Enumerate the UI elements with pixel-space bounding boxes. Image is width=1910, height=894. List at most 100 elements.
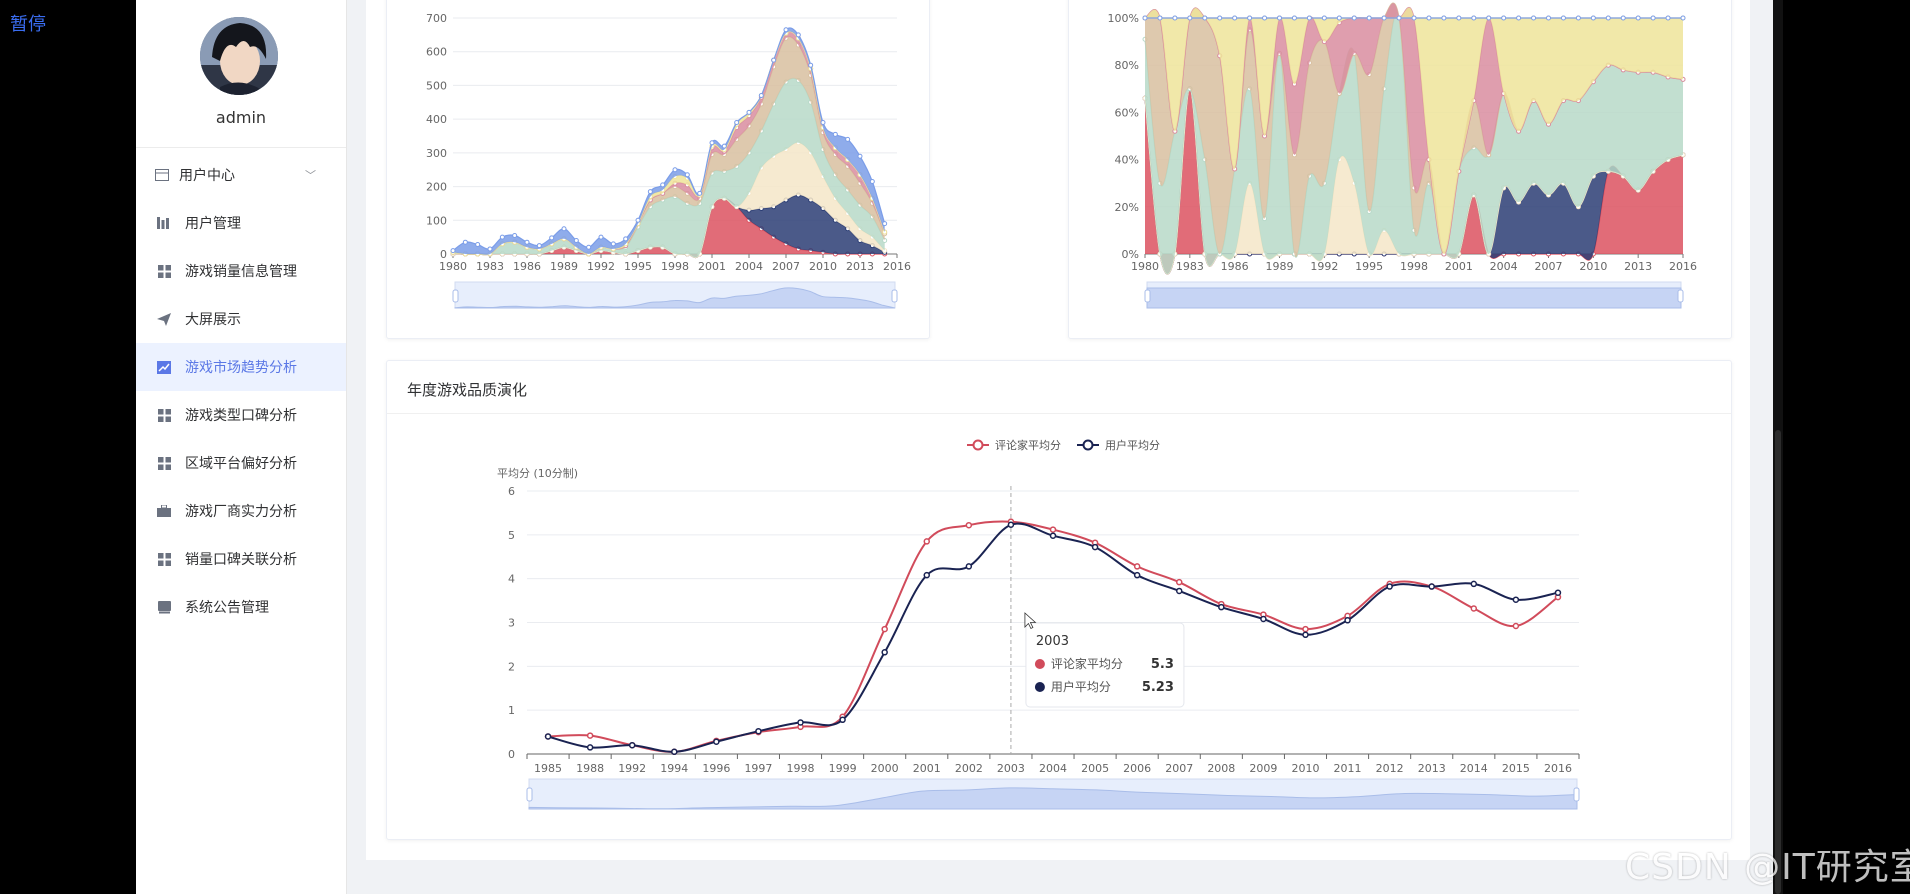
username: admin — [215, 108, 267, 127]
zoom-handle-right[interactable] — [1677, 289, 1684, 303]
area-point — [561, 226, 567, 232]
share-percent-area-chart: 0% 20% 40% 60% 80% 100% 1980 1983 1986 1989 1992 19… — [1108, 2, 1697, 309]
app-window: admin 用户中心 ﹀ 用户管理游戏销量信息管理大屏展示游戏市场趋势分析游戏类… — [136, 0, 1773, 894]
series-point — [628, 741, 636, 749]
left-black-strip: 暂停 — [0, 0, 136, 894]
card-title: 年度游戏品质演化 — [407, 381, 528, 399]
sidebar-item[interactable]: 大屏展示 — [136, 295, 346, 343]
x-tick-label: 1980 — [439, 260, 467, 273]
y-tick-label: 300 — [426, 147, 447, 160]
area-point — [1531, 15, 1537, 21]
series-point — [1302, 631, 1309, 639]
scrollbar-thumb[interactable] — [1775, 430, 1781, 894]
x-tick-label: 2012 — [1376, 762, 1404, 775]
y-tick-label: 3 — [508, 617, 515, 630]
sidebar-item[interactable]: 用户管理 — [136, 199, 346, 247]
x-tick-label: 1994 — [660, 762, 688, 775]
legend-swatch-dot — [972, 439, 984, 451]
trend-chart-icon — [156, 359, 172, 375]
menu-group-user-center[interactable]: 用户中心 ﹀ — [136, 151, 346, 199]
legend: 评论家平均分 用户平均分 — [967, 438, 1160, 452]
area-series — [1145, 3, 1683, 258]
series-point — [881, 649, 888, 656]
area-point — [721, 143, 727, 149]
series-point — [1175, 578, 1183, 586]
area-point — [598, 234, 604, 240]
x-tick-label: 1986 — [1221, 260, 1249, 273]
x-tick-label: 1997 — [744, 762, 772, 775]
area-point — [697, 190, 703, 196]
legend-item[interactable]: 用户平均分 — [1077, 438, 1160, 452]
x-tick-label: 2007 — [1165, 762, 1193, 775]
area-point — [1262, 15, 1268, 21]
y-tick-label: 200 — [426, 181, 447, 194]
y-tick-label: 600 — [426, 46, 447, 59]
quality-evolution-card: 年度游戏品质演化 评论家平均分 用户平均分 平均分 (10分制) 0 1 2 3 4 5 6 198… — [386, 360, 1732, 840]
area-point — [709, 140, 715, 146]
series-point — [1512, 622, 1520, 630]
sidebar-item-label: 游戏市场趋势分析 — [185, 360, 297, 376]
sidebar-item[interactable]: 系统公告管理 — [136, 583, 346, 631]
legend-item[interactable]: 评论家平均分 — [967, 438, 1061, 452]
area-point — [1471, 15, 1477, 21]
sidebar-item[interactable]: 区域平台偏好分析 — [136, 439, 346, 487]
zoom-handle-right[interactable] — [891, 289, 898, 303]
area-point — [882, 221, 888, 227]
area-layers — [450, 27, 888, 259]
chevron-down-icon[interactable]: ﹀ — [305, 169, 316, 182]
sidebar-item[interactable]: 游戏类型口碑分析 — [136, 391, 346, 439]
area-series — [453, 142, 885, 258]
y-tick-label: 6 — [508, 485, 515, 498]
sidebar-item-label: 系统公告管理 — [185, 600, 269, 616]
y-tick-label: 0 — [508, 748, 515, 761]
area-point — [746, 109, 752, 115]
series-point — [1260, 615, 1267, 623]
x-tick-label: 1995 — [624, 260, 652, 273]
window-icon — [154, 167, 170, 183]
area-point — [1665, 15, 1671, 21]
x-tick-label: 1986 — [513, 260, 541, 273]
zoom-slider-preview — [1146, 287, 1682, 309]
x-tick-label: 2013 — [1624, 260, 1652, 273]
sidebar-item[interactable]: 游戏市场趋势分析 — [136, 343, 346, 391]
series-point — [1386, 583, 1393, 590]
y-tick-label: 80% — [1115, 59, 1139, 72]
zoom-handle-right[interactable] — [1573, 787, 1580, 802]
area-series — [1145, 88, 1683, 275]
zoom-handle-left[interactable] — [526, 787, 533, 802]
x-tick-label: 2013 — [846, 260, 874, 273]
tooltip-series-name: 用户平均分 — [1051, 679, 1111, 694]
zoom-handle-left[interactable] — [452, 289, 459, 303]
y-tick-label: 5 — [508, 529, 515, 542]
area-point — [635, 217, 641, 223]
pause-link[interactable]: 暂停 — [10, 14, 46, 35]
series-point — [923, 538, 931, 545]
sidebar-item-label: 游戏销量信息管理 — [185, 264, 297, 280]
x-tick-label: 2006 — [1123, 762, 1151, 775]
y-axis-label: 平均分 (10分制) — [497, 467, 578, 480]
y-tick-label: 40% — [1115, 154, 1139, 167]
zoom-handle-left[interactable] — [1144, 289, 1151, 303]
area-point — [1291, 15, 1297, 21]
area-point — [758, 93, 764, 99]
area-point — [1575, 15, 1581, 21]
area-series — [453, 195, 885, 258]
y-tick-label: 100 — [426, 214, 447, 227]
area-series — [1145, 3, 1683, 255]
x-tick-label: 2003 — [997, 762, 1025, 775]
tooltip-series-name: 评论家平均分 — [1051, 656, 1123, 671]
avatar[interactable] — [200, 17, 278, 95]
series-point — [1302, 625, 1309, 633]
area-point — [1187, 15, 1193, 21]
x-tick-label: 2001 — [1445, 260, 1473, 273]
sidebar-item-label: 用户管理 — [185, 216, 241, 232]
sidebar-item[interactable]: 销量口碑关联分析 — [136, 535, 346, 583]
grid-icon — [156, 455, 172, 471]
x-tick-label: 2015 — [1502, 762, 1530, 775]
sidebar-item[interactable]: 游戏销量信息管理 — [136, 247, 346, 295]
x-tick-label: 2007 — [772, 260, 800, 273]
y-tick-label: 4 — [508, 573, 515, 586]
area-point — [660, 182, 666, 188]
sidebar-item[interactable]: 游戏厂商实力分析 — [136, 487, 346, 535]
y-tick-label: 400 — [426, 113, 447, 126]
